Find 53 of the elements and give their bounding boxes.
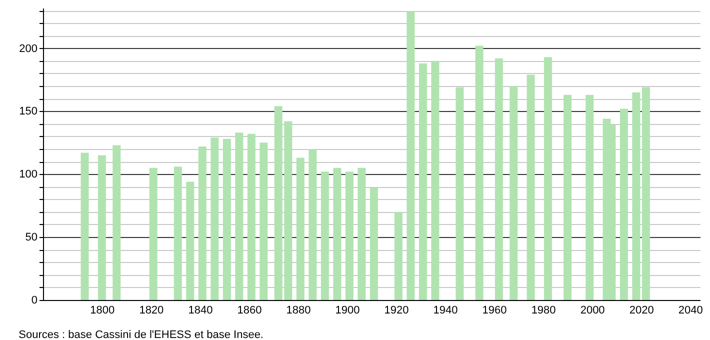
x-tick-label: 1980 <box>531 304 556 316</box>
x-tick-label: 1840 <box>188 304 213 316</box>
bar <box>370 188 378 300</box>
bar <box>456 87 464 300</box>
x-tick-label: 1860 <box>237 304 262 316</box>
bar <box>475 46 484 300</box>
bar <box>526 74 535 300</box>
bar <box>333 168 342 300</box>
x-tick-label: 1800 <box>90 304 115 316</box>
y-tick-label: 100 <box>19 168 38 181</box>
bar <box>112 145 121 300</box>
bar <box>308 148 317 300</box>
bar <box>210 138 219 300</box>
bar <box>149 168 158 300</box>
bar <box>431 60 440 300</box>
bar <box>198 146 206 300</box>
bar <box>235 132 244 300</box>
bar <box>586 94 594 300</box>
bar <box>642 87 650 300</box>
x-tick-label: 2000 <box>580 304 605 316</box>
bar <box>186 182 194 300</box>
bar <box>174 166 182 300</box>
y-tick-label: 200 <box>19 42 38 55</box>
x-tick-label: 1820 <box>139 304 164 316</box>
x-tick-label: 2020 <box>629 304 654 316</box>
bar <box>98 155 106 300</box>
bar <box>564 94 572 300</box>
bar <box>345 172 354 300</box>
bar <box>296 158 304 300</box>
x-tick-label: 1900 <box>335 304 360 316</box>
bar <box>260 142 268 300</box>
bar <box>510 86 518 300</box>
x-tick-label: 1940 <box>433 304 458 316</box>
bar <box>222 138 231 300</box>
bar <box>418 63 427 300</box>
source-note: Sources : base Cassini de l'EHESS et base Insee. <box>18 329 264 340</box>
y-tick-label: 0 <box>31 294 38 306</box>
x-tick-label: 1960 <box>482 304 507 316</box>
bar <box>80 152 89 300</box>
bar <box>494 58 503 300</box>
x-tick-label: 2040 <box>678 304 703 316</box>
y-tick-label: 150 <box>19 106 38 118</box>
bar <box>358 168 366 300</box>
bar <box>320 172 329 300</box>
bar <box>247 134 256 300</box>
bar <box>394 212 402 300</box>
bar <box>620 108 628 300</box>
bar <box>632 92 640 300</box>
x-tick-label: 1880 <box>286 304 311 316</box>
bar <box>406 12 415 300</box>
y-tick-label: 50 <box>25 232 38 244</box>
x-tick-label: 1920 <box>384 304 409 316</box>
bar <box>544 57 552 300</box>
